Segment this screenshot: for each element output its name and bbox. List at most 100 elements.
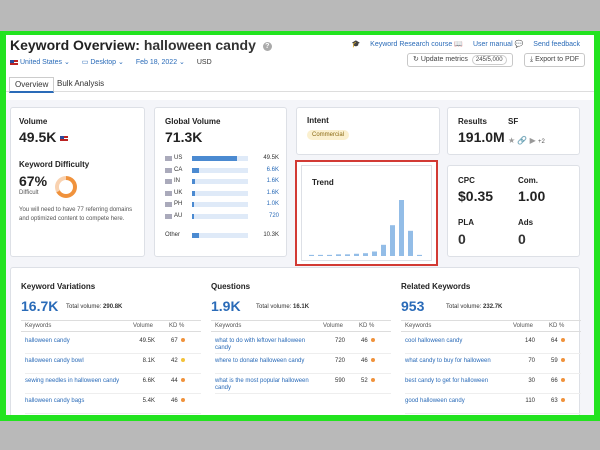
country-dropdown[interactable]: United States ⌄ [10,59,70,66]
section-count[interactable]: 1.9K [211,298,241,314]
date-dropdown[interactable]: Feb 18, 2022 ⌄ [135,59,185,66]
country-volume[interactable]: 720 [268,213,279,219]
keyword-link[interactable]: what is the most popular halloween candy [215,378,309,391]
refresh-icon: ↻ [413,56,419,63]
link-icon: 🔗 [517,136,528,145]
page-title: Keyword Overview: halloween candy ? [10,37,272,53]
global-volume-row: US 49.5K [165,154,279,163]
tab-bulk-analysis[interactable]: Bulk Analysis [57,79,105,88]
table-row: what candy to buy for halloween 70 59 [405,356,581,374]
update-metrics-button[interactable]: ↻ Update metrics 245/5,000 [407,53,513,67]
kd-dot-icon [370,358,375,363]
sf-label: SF [508,117,519,126]
research-course-link[interactable]: Keyword Research course [370,41,453,48]
keyword-kd: 52 [361,378,375,384]
country-flag-icon [165,156,172,161]
keyword-kd: 42 [171,358,185,364]
volume-bar-fill [192,202,195,208]
keyword-link[interactable]: where to donate halloween candy [215,358,305,364]
competition-label: Com. [518,176,538,185]
section-count[interactable]: 16.7K [21,298,59,314]
col-keywords[interactable]: Keywords [25,323,52,329]
keyword-link[interactable]: cool halloween candy [405,338,463,344]
intent-label: Intent [307,116,329,125]
keyword-link[interactable]: best candy to get for halloween [405,378,489,384]
export-pdf-button[interactable]: ⤓ Export to PDF [524,53,586,67]
country-volume[interactable]: 1.0K [266,201,279,208]
kd-dot-icon [180,378,185,383]
col-volume[interactable]: Volume [323,323,344,329]
volume-bar [192,179,248,185]
results-card: Results 191.0M SF ★ 🔗 ▶ +2 [447,107,580,155]
kd-dot-icon [560,378,565,383]
col-kd[interactable]: KD % [169,323,185,329]
country-code: Other [165,232,181,238]
trend-highlight: Trend [295,160,438,266]
keyword-link[interactable]: halloween candy bags [25,398,85,404]
section-count[interactable]: 953 [401,298,425,314]
country-flag-icon [165,167,172,173]
volume-bar-fill [192,214,194,219]
keyword-link[interactable]: sewing needles in halloween candy [25,378,120,384]
keyword-difficulty-label: Keyword Difficulty [19,160,90,169]
global-volume-row: CA 6.6K [165,166,279,175]
trend-bar [408,230,413,256]
country-flag-icon [165,202,172,208]
tab-overview[interactable]: Overview [9,77,55,93]
trend-card: Trend [301,165,432,261]
table-row: halloween candy bags 5.4K 46 [25,396,201,414]
volume-bar-fill [192,156,237,161]
keyword-ideas-panel: Keyword Variations 16.7K Total volume: 290… [10,267,581,415]
keyword-link[interactable]: what candy to buy for halloween [405,358,491,364]
book-icon: 📖 [454,41,463,48]
device-dropdown[interactable]: ▭ Desktop ⌄ [81,59,124,66]
global-volume-label: Global Volume [165,117,221,126]
kd-dot-icon [370,378,375,383]
us-flag-icon [10,59,18,65]
col-keywords[interactable]: Keywords [215,323,242,329]
keyword-link[interactable]: what to do with leftover halloween candy [215,338,306,351]
col-keywords[interactable]: Keywords [405,323,432,329]
country-volume[interactable]: 49.5K [263,155,279,161]
col-kd[interactable]: KD % [359,323,375,329]
volume-label: Volume [19,117,48,126]
keyword-kd: 67 [171,338,185,344]
col-volume[interactable]: Volume [133,323,154,329]
col-volume[interactable]: Volume [513,323,534,329]
country-volume[interactable]: 1.6K [266,178,279,185]
volume-card: Volume 49.5K Keyword Difficulty 67% Diff… [10,107,145,257]
intent-badge: Commercial [307,130,350,140]
volume-bar [192,202,248,208]
kd-dot-icon [180,358,185,363]
user-manual-link[interactable]: User manual [472,41,513,48]
table-header: Keywords Volume KD % [21,320,201,332]
us-flag-icon [60,135,69,141]
download-icon: ⤓ [530,56,534,63]
tab-bar: Overview Bulk Analysis [6,74,594,93]
keyword-link[interactable]: halloween candy bowl [25,358,84,364]
country-flag-icon [165,214,172,219]
info-icon[interactable]: ? [262,41,272,51]
country-volume[interactable]: 1.6K [266,189,279,196]
filters-bar: United States ⌄ ▭ Desktop ⌄ Feb 18, 2022… [10,58,222,66]
send-feedback-link[interactable]: Send feedback [533,41,580,48]
page-header: Keyword Overview: halloween candy ? 🎓 Key… [6,35,594,100]
global-volume-row: IN 1.6K [165,177,279,186]
keyword-kd: 46 [361,358,375,364]
difficulty-level: Difficult [19,190,39,196]
country-flag-icon [165,190,172,196]
results-label: Results [458,117,487,126]
trend-bar [372,251,377,256]
table-row: good halloween candy 110 63 [405,396,581,414]
keyword-link[interactable]: halloween candy [25,338,70,344]
trend-bar [381,244,386,256]
update-count-badge: 245/5,000 [471,55,507,65]
trend-bar [309,254,314,256]
country-volume[interactable]: 6.6K [266,166,279,173]
keyword-link[interactable]: good halloween candy [405,398,465,404]
keyword-kd: 46 [361,338,375,344]
sf-more[interactable]: +2 [538,139,545,145]
volume-bar-fill [192,190,195,196]
col-kd[interactable]: KD % [549,323,565,329]
total-volume: Total volume: 16.1K [256,304,310,310]
